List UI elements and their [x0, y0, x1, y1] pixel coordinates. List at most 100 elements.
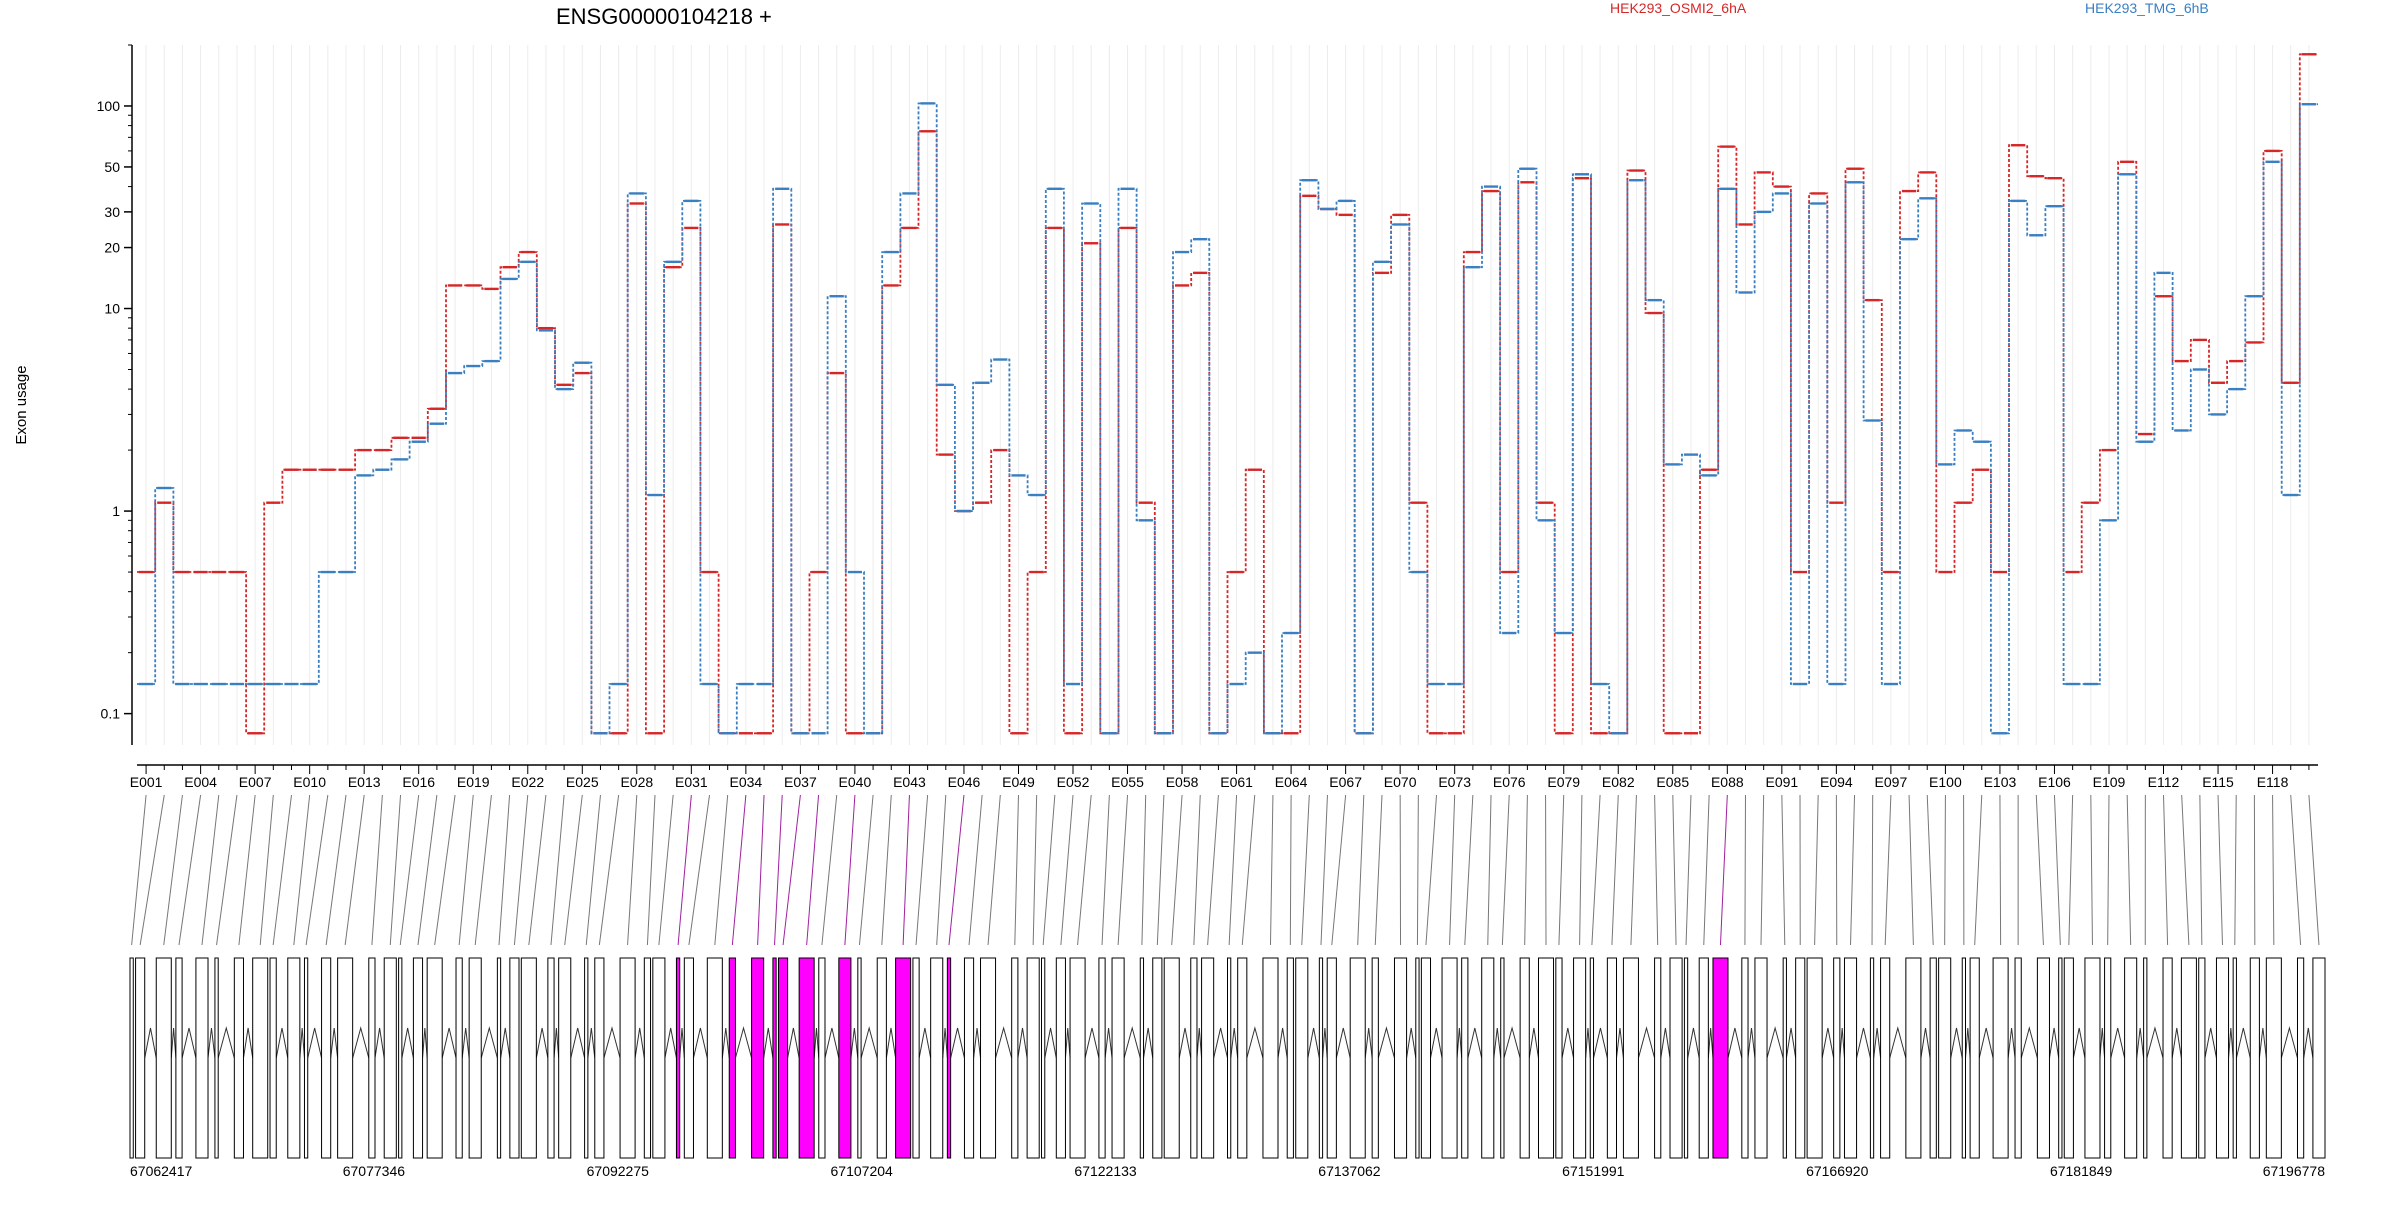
exon-connector	[1909, 795, 1913, 945]
exon-box	[234, 958, 243, 1158]
exon-box	[1482, 958, 1494, 1158]
exon-box	[1881, 958, 1890, 1158]
exon-box	[2181, 958, 2196, 1158]
exon-connector	[1673, 795, 1676, 945]
exon-box	[1319, 958, 1322, 1158]
exon-connector	[529, 795, 546, 945]
exon-box	[304, 958, 307, 1158]
exon-connector	[1580, 795, 1582, 945]
exon-connector	[418, 795, 437, 945]
intron-line	[951, 1028, 965, 1058]
y-tick-label: 0.1	[101, 706, 121, 722]
x-tick-label: E094	[1820, 774, 1853, 790]
x-tick-label: E013	[348, 774, 381, 790]
intron-line	[536, 1028, 548, 1058]
exon-box	[1296, 958, 1308, 1158]
intron-line	[1708, 1028, 1713, 1058]
exon-box	[215, 958, 218, 1158]
exon-box	[559, 958, 571, 1158]
exon-box	[1962, 958, 1965, 1158]
intron-line	[1617, 1028, 1624, 1058]
intron-line	[1688, 1028, 1700, 1058]
exon-box	[729, 958, 735, 1158]
exon-box	[2015, 958, 2021, 1158]
exon-connector	[459, 795, 473, 945]
exon-box	[1228, 958, 1231, 1158]
exon-box	[1070, 958, 1085, 1158]
exon-box	[1607, 958, 1616, 1158]
exon-box	[1834, 958, 1840, 1158]
y-tick-label: 10	[104, 301, 120, 317]
exon-connector	[1559, 795, 1564, 945]
exon-box	[1623, 958, 1638, 1158]
x-tick-label: E055	[1111, 774, 1144, 790]
exon-box	[2163, 958, 2172, 1158]
intron-line	[501, 1028, 510, 1058]
exon-box	[585, 958, 588, 1158]
intron-line	[1018, 1028, 1027, 1058]
intron-line	[2049, 1028, 2058, 1058]
exon-box	[1442, 958, 1457, 1158]
intron-line	[2008, 1028, 2015, 1058]
intron-line	[788, 1028, 800, 1058]
exon-box	[413, 958, 422, 1158]
exon-box	[1930, 958, 1936, 1158]
exon-box	[877, 958, 886, 1158]
intron-line	[218, 1028, 234, 1058]
exon-box	[2266, 958, 2281, 1158]
intron-line	[1247, 1028, 1263, 1058]
exon-connector	[1194, 795, 1200, 945]
x-tick-label: E049	[1002, 774, 1035, 790]
intron-line	[680, 1028, 685, 1058]
exon-box	[1012, 958, 1018, 1158]
exon-connector	[758, 795, 764, 945]
exon-connector	[1375, 795, 1382, 945]
x-tick-label: E115	[2202, 774, 2234, 790]
exon-box	[1742, 958, 1748, 1158]
exon-box	[964, 958, 973, 1158]
intron-line	[2304, 1028, 2313, 1058]
exon-connector	[372, 795, 382, 945]
x-tick-label: E103	[1984, 774, 2017, 790]
exon-connector	[2182, 795, 2189, 945]
exon-connector	[647, 795, 655, 945]
x-tick-label: E058	[1166, 774, 1199, 790]
intron-line	[1822, 1028, 1834, 1058]
exon-connector	[239, 795, 255, 945]
exon-box	[1350, 958, 1365, 1158]
intron-line	[735, 1028, 751, 1058]
genomic-coordinate-label: 67166920	[1806, 1163, 1869, 1179]
exon-connector	[1450, 795, 1455, 945]
exon-connector	[2108, 795, 2109, 945]
exon-connector	[475, 795, 491, 945]
intron-line	[2236, 1028, 2250, 1058]
exon-box	[2297, 958, 2303, 1158]
exon-box	[288, 958, 300, 1158]
exon-connector	[1488, 795, 1491, 945]
intron-line	[1308, 1028, 1320, 1058]
exon-box	[1394, 958, 1406, 1158]
exon-connector	[2069, 795, 2073, 945]
exon-connector	[1015, 795, 1019, 945]
exon-box	[1421, 958, 1430, 1158]
intron-line	[604, 1028, 620, 1058]
exon-box	[1520, 958, 1529, 1158]
exon-box	[1993, 958, 2008, 1158]
exon-box	[595, 958, 604, 1158]
exon-box	[384, 958, 396, 1158]
exon-connector	[273, 795, 291, 945]
legend-entry-1: HEK293_OSMI2_6hA	[1610, 0, 1747, 16]
x-tick-label: E067	[1329, 774, 1362, 790]
exon-box	[1699, 958, 1708, 1158]
intron-line	[353, 1028, 369, 1058]
x-tick-label: E106	[2038, 774, 2071, 790]
exon-box	[1844, 958, 1856, 1158]
exon-connector	[1033, 795, 1037, 945]
x-tick-label: E082	[1602, 774, 1635, 790]
exon-box	[913, 958, 919, 1158]
exon-box	[399, 958, 402, 1158]
exon-box	[1287, 958, 1293, 1158]
intron-line	[943, 1028, 948, 1058]
intron-line	[1638, 1028, 1654, 1058]
intron-line	[2281, 1028, 2297, 1058]
